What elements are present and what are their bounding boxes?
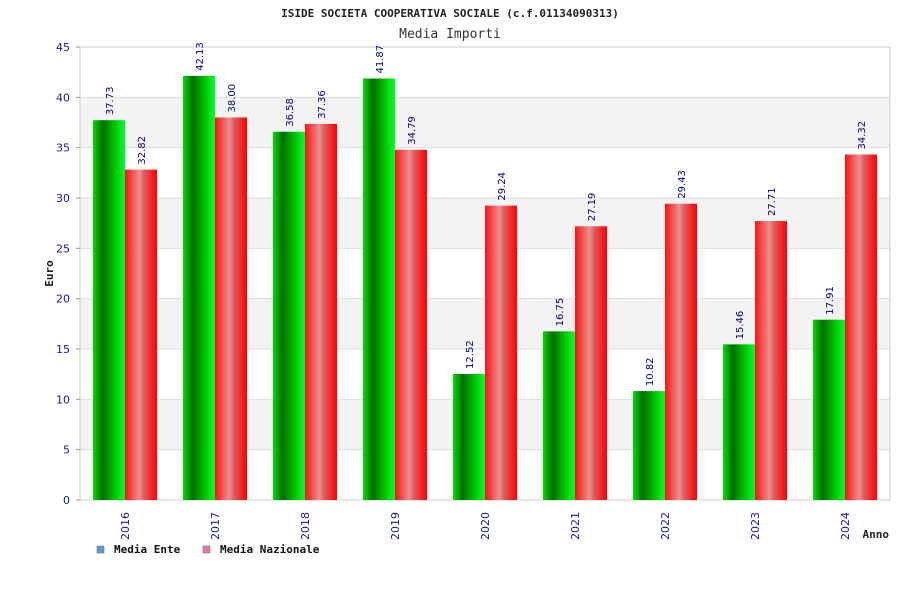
bar-value-label: 34.32 bbox=[857, 121, 868, 150]
bar-value-label: 41.87 bbox=[375, 45, 386, 74]
bar-media-nazionale-2019 bbox=[395, 149, 427, 500]
bar-media-nazionale-2018 bbox=[305, 123, 337, 500]
y-axis-ticks: 0 5 10 15 20 25 30 35 40 45 bbox=[56, 41, 80, 507]
bar-value-label: 36.58 bbox=[285, 98, 296, 127]
bar-value-label: 37.36 bbox=[317, 90, 328, 119]
bar-media-nazionale-2021 bbox=[575, 226, 607, 500]
bar-value-label: 38.00 bbox=[227, 84, 238, 113]
bar-media-ente-2022 bbox=[633, 391, 665, 500]
x-tick-label: 2018 bbox=[299, 512, 312, 540]
y-tick-label: 30 bbox=[56, 192, 70, 205]
bars bbox=[93, 75, 877, 501]
bar-media-nazionale-2023 bbox=[755, 221, 787, 500]
bar-media-nazionale-2017 bbox=[215, 117, 247, 500]
bar-media-ente-2017 bbox=[183, 75, 215, 501]
y-tick-label: 40 bbox=[56, 91, 70, 104]
x-tick-label: 2021 bbox=[569, 512, 582, 540]
bar-media-ente-2018 bbox=[273, 131, 305, 500]
bar-media-ente-2024 bbox=[813, 319, 845, 500]
y-tick-label: 20 bbox=[56, 293, 70, 306]
bar-value-label: 29.24 bbox=[497, 172, 508, 201]
y-tick-label: 10 bbox=[56, 393, 70, 406]
y-tick-label: 15 bbox=[56, 343, 70, 356]
x-axis-label: Anno bbox=[863, 528, 890, 541]
bar-media-ente-2019 bbox=[363, 78, 395, 500]
bar-value-label: 12.52 bbox=[465, 340, 476, 369]
bar-media-ente-2023 bbox=[723, 344, 755, 500]
bar-media-nazionale-2022 bbox=[665, 203, 697, 500]
x-tick-label: 2020 bbox=[479, 512, 492, 540]
bar-value-label: 16.75 bbox=[555, 298, 566, 327]
y-axis-label: Euro bbox=[43, 260, 56, 287]
bar-value-label: 42.13 bbox=[195, 42, 206, 71]
bar-value-label: 34.79 bbox=[407, 116, 418, 145]
bar-value-label: 32.82 bbox=[137, 136, 148, 165]
chart-subtitle: Media Importi bbox=[399, 27, 501, 42]
x-axis-ticks: 2016 2017 2018 2019 2020 2021 2022 2023 2024 bbox=[119, 512, 852, 540]
bar-value-label: 37.73 bbox=[105, 87, 116, 116]
x-tick-label: 2016 bbox=[119, 512, 132, 540]
bar-media-nazionale-2020 bbox=[485, 205, 517, 500]
legend-swatch bbox=[202, 545, 211, 554]
x-tick-label: 2017 bbox=[209, 512, 222, 540]
bar-value-label: 27.19 bbox=[587, 193, 598, 222]
bar-media-nazionale-2024 bbox=[845, 154, 877, 500]
bar-value-label: 17.91 bbox=[825, 286, 836, 315]
y-tick-label: 35 bbox=[56, 142, 70, 155]
legend: Media Ente Media Nazionale bbox=[96, 543, 320, 556]
bar-media-ente-2021 bbox=[543, 331, 575, 500]
x-tick-label: 2023 bbox=[749, 512, 762, 540]
value-labels: 37.73 32.82 42.13 38.00 36.58 37.36 41.87 34.79… bbox=[105, 42, 868, 386]
legend-entry-label: Media Ente bbox=[114, 543, 181, 556]
x-tick-label: 2019 bbox=[389, 512, 402, 540]
y-tick-label: 5 bbox=[63, 444, 70, 457]
y-tick-label: 45 bbox=[56, 41, 70, 54]
x-tick-label: 2024 bbox=[839, 512, 852, 540]
bar-media-nazionale-2016 bbox=[125, 169, 157, 500]
legend-swatch bbox=[96, 545, 105, 554]
bar-media-ente-2020 bbox=[453, 373, 485, 500]
y-tick-label: 25 bbox=[56, 242, 70, 255]
bar-value-label: 15.46 bbox=[735, 311, 746, 340]
y-tick-label: 0 bbox=[63, 494, 70, 507]
chart-title: ISIDE SOCIETA COOPERATIVA SOCIALE (c.f.0… bbox=[281, 7, 619, 20]
legend-entry-label: Media Nazionale bbox=[220, 543, 320, 556]
bar-value-label: 27.71 bbox=[767, 187, 778, 216]
x-tick-label: 2022 bbox=[659, 512, 672, 540]
bar-media-ente-2016 bbox=[93, 120, 125, 501]
bar-value-label: 29.43 bbox=[677, 170, 688, 199]
bar-value-label: 10.82 bbox=[645, 357, 656, 386]
